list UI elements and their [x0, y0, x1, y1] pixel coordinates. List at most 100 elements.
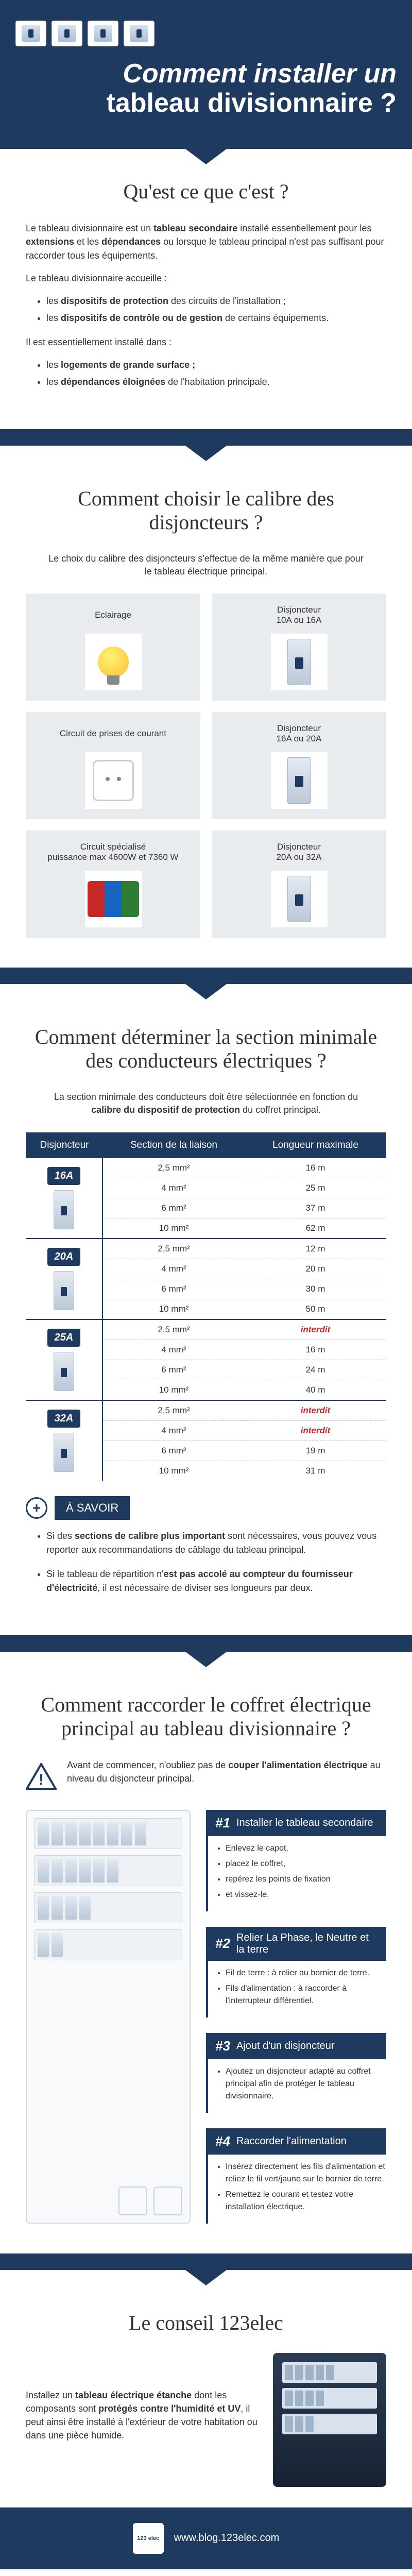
cell-section: 4 mm²: [103, 1178, 245, 1198]
step-items: Insérez directement les fils d'alimentat…: [226, 2161, 386, 2213]
footer-link[interactable]: www.blog.123elec.com: [174, 2532, 280, 2544]
svg-text:!: !: [39, 1771, 44, 1788]
rating-card-left: Circuit spécialisépuissance max 4600W et…: [26, 831, 200, 938]
rating-card-left: Circuit de prises de courant: [26, 712, 200, 819]
card-image: [85, 871, 142, 927]
amp-cell: 32A: [26, 1401, 103, 1481]
paragraph: Le tableau divisionnaire accueille :: [26, 272, 386, 285]
cell-section: 10 mm²: [103, 1461, 245, 1481]
table-row: 10 mm² 62 m: [103, 1218, 386, 1238]
breaker-icon: [54, 1271, 74, 1310]
section-what-is-it: Qu'est ce que c'est ? Le tableau divisio…: [0, 149, 412, 419]
section-heading: Qu'est ce que c'est ?: [26, 180, 386, 204]
step-number: 4: [215, 2133, 230, 2149]
card-label: Disjoncteur10A ou 16A: [277, 604, 322, 626]
warning-text: Avant de commencer, n'oubliez pas de cou…: [67, 1758, 386, 1785]
warning-row: ! Avant de commencer, n'oubliez pas de c…: [26, 1758, 386, 1794]
cell-section: 10 mm²: [103, 1299, 245, 1319]
col-header: Disjoncteur: [26, 1132, 103, 1158]
step: 3 Ajout d'un disjoncteur Ajoutez un disj…: [206, 2033, 386, 2113]
cell-length: 37 m: [245, 1198, 386, 1218]
note-list: Si des sections de calibre plus importan…: [46, 1529, 386, 1557]
page-title: Comment installer un tableau divisionnai…: [15, 59, 397, 118]
list-item: Ajoutez un disjoncteur adapté au coffret…: [226, 2065, 386, 2103]
note-label: À SAVOIR: [55, 1496, 130, 1520]
cell-section: 4 mm²: [103, 1421, 245, 1441]
list-item: placez le coffret,: [226, 1858, 386, 1870]
list-item: Insérez directement les fils d'alimentat…: [226, 2161, 386, 2185]
page-footer: 123 elec www.blog.123elec.com: [0, 2507, 412, 2569]
step-title: Relier La Phase, le Neutre et la terre: [236, 1932, 379, 1956]
step-title: Installer le tableau secondaire: [236, 1817, 373, 1829]
breaker-icon: [88, 21, 118, 46]
section-separator: [0, 2244, 412, 2280]
list-item: Remettez le courant et testez votre inst…: [226, 2189, 386, 2213]
section-conductor-section: Comment déterminer la section minimale d…: [0, 994, 412, 1625]
cell-section: 2,5 mm²: [103, 1158, 245, 1178]
breaker-icon: [54, 1190, 74, 1229]
card-label: Circuit de prises de courant: [60, 722, 166, 745]
list-item: Si des sections de calibre plus importan…: [46, 1529, 386, 1557]
table-row: 6 mm² 19 m: [103, 1441, 386, 1461]
list-item: les dépendances éloignées de l'habitatio…: [46, 375, 386, 389]
section-connect-panel: Comment raccorder le coffret électrique …: [0, 1662, 412, 2244]
section-lead: La section minimale des conducteurs doit…: [46, 1091, 366, 1116]
list-item: Enlevez le capot,: [226, 1842, 386, 1855]
step-items: Ajoutez un disjoncteur adapté au coffret…: [226, 2065, 386, 2103]
cell-section: 2,5 mm²: [103, 1401, 245, 1421]
breaker-icon: [54, 1433, 74, 1472]
card-image: [271, 634, 328, 690]
card-image: [85, 752, 142, 809]
cell-section: 2,5 mm²: [103, 1320, 245, 1340]
step-title: Raccorder l'alimentation: [236, 2136, 347, 2147]
step: 4 Raccorder l'alimentation Insérez direc…: [206, 2128, 386, 2224]
step-number: 1: [215, 1815, 230, 1831]
cell-length: 25 m: [245, 1178, 386, 1198]
table-row: 4 mm² 16 m: [103, 1340, 386, 1360]
card-label: Circuit spécialisépuissance max 4600W et…: [47, 841, 178, 863]
step-items: Enlevez le capot, placez le coffret, repér…: [226, 1842, 386, 1901]
cell-length: interdit: [245, 1320, 386, 1340]
cell-section: 6 mm²: [103, 1360, 245, 1380]
section-separator: [0, 420, 412, 456]
enclosure-illustration: [273, 2353, 386, 2487]
cell-section: 10 mm²: [103, 1380, 245, 1400]
section-heading: Comment choisir le calibre des disjoncte…: [26, 487, 386, 534]
cell-length: 30 m: [245, 1279, 386, 1299]
card-label: Disjoncteur16A ou 20A: [277, 722, 322, 745]
col-header: Longueur maximale: [245, 1132, 386, 1158]
list-item: les dispositifs de contrôle ou de gestio…: [46, 311, 386, 325]
footer-logo: 123 elec: [133, 2523, 164, 2554]
table-row: 4 mm² interdit: [103, 1421, 386, 1441]
bullet-list: les logements de grande surface ; les dé…: [46, 358, 386, 389]
breaker-icon: [124, 21, 154, 46]
rating-card-right: Disjoncteur10A ou 16A: [212, 594, 386, 701]
panel-illustration: [26, 1810, 191, 2224]
step: 1 Installer le tableau secondaire Enleve…: [206, 1810, 386, 1911]
card-label: Eclairage: [95, 604, 131, 626]
cell-length: 31 m: [245, 1461, 386, 1481]
cell-length: interdit: [245, 1421, 386, 1441]
table-row: 6 mm² 30 m: [103, 1279, 386, 1299]
step-items: Fil de terre : à relier au bornier de te…: [226, 1967, 386, 2007]
col-header: Section de la liaison: [103, 1132, 245, 1158]
breaker-icon: [52, 21, 82, 46]
warning-icon: !: [26, 1763, 57, 1790]
amp-cell: 25A: [26, 1320, 103, 1400]
table-row: 4 mm² 20 m: [103, 1259, 386, 1279]
rating-card-left: Eclairage: [26, 594, 200, 701]
section-lead: Le choix du calibre des disjoncteurs s'e…: [46, 552, 366, 578]
cell-section: 4 mm²: [103, 1340, 245, 1360]
list-item: repérez les points de fixation: [226, 1873, 386, 1886]
table-row: 2,5 mm² interdit: [103, 1401, 386, 1421]
step-header: 4 Raccorder l'alimentation: [208, 2128, 386, 2155]
step-number: 2: [215, 1936, 230, 1952]
step-header: 3 Ajout d'un disjoncteur: [208, 2033, 386, 2059]
cell-length: 16 m: [245, 1340, 386, 1360]
card-image: [85, 634, 142, 690]
page-header: Comment installer un tableau divisionnai…: [0, 0, 412, 149]
cell-section: 4 mm²: [103, 1259, 245, 1279]
cell-section: 10 mm²: [103, 1218, 245, 1238]
cell-length: 62 m: [245, 1218, 386, 1238]
list-item: les dispositifs de protection des circui…: [46, 294, 386, 308]
